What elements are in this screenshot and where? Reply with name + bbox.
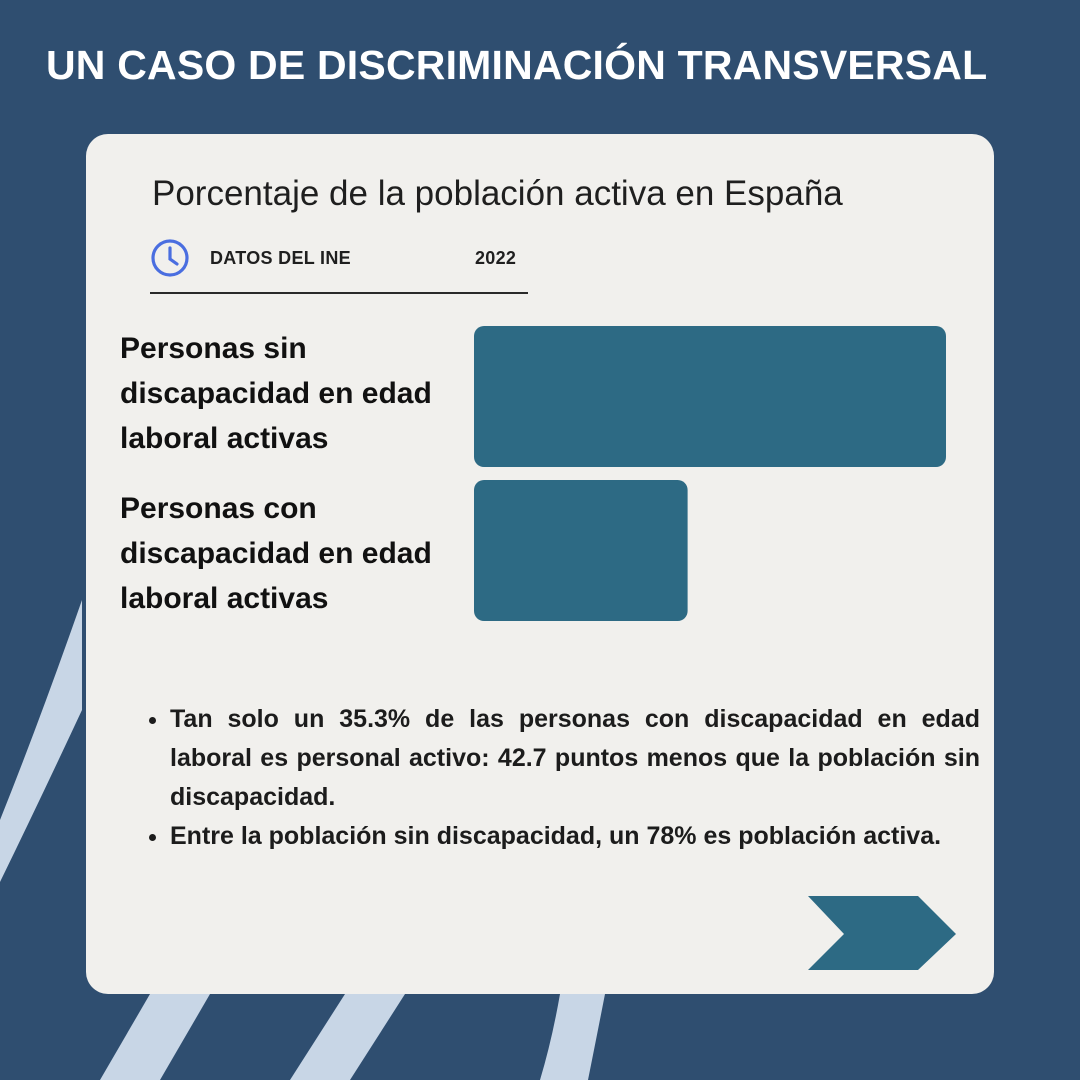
clock-icon [151, 239, 189, 277]
chart-title: Porcentaje de la población activa en Esp… [152, 174, 843, 213]
category-label-sin-discapacidad: Personas sin discapacidad en edad labora… [120, 332, 432, 455]
note-item: Entre la población sin discapacidad, un … [170, 817, 980, 856]
year-label: 2022 [475, 248, 517, 268]
notes-list: Tan solo un 35.3% de las personas con di… [148, 700, 980, 856]
note-item: Tan solo un 35.3% de las personas con di… [170, 700, 980, 817]
bar-con-discapacidad [474, 480, 688, 621]
bar-chart [474, 326, 946, 621]
category-label-con-discapacidad: Personas con discapacidad en edad labora… [120, 492, 432, 615]
chevron-right-icon[interactable] [808, 896, 958, 972]
source-label: DATOS DEL INE [210, 248, 351, 268]
chart-card: Porcentaje de la población activa en Esp… [86, 134, 994, 994]
page-title: UN CASO DE DISCRIMINACIÓN TRANSVERSAL [46, 42, 988, 88]
header-divider [150, 292, 528, 294]
bar-sin-discapacidad [474, 326, 946, 467]
